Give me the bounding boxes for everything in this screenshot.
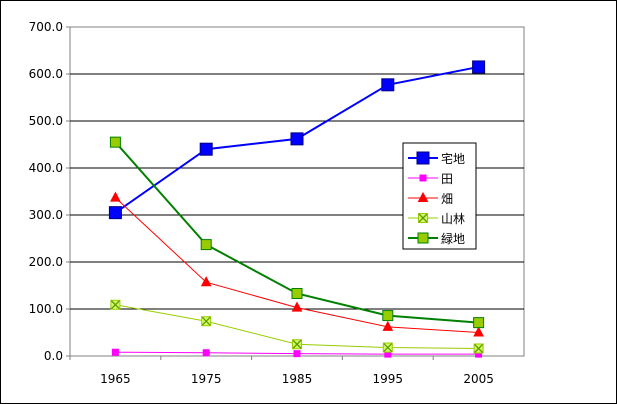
data-point	[109, 136, 121, 148]
y-tick-label: 700.0	[29, 20, 63, 34]
legend-label: 山林	[441, 212, 465, 226]
data-point	[290, 132, 304, 146]
data-point	[473, 317, 485, 329]
x-tick-label: 1985	[282, 372, 313, 386]
series	[108, 60, 486, 220]
legend-entry: 緑地	[408, 231, 465, 246]
legend-entry: 田	[408, 172, 453, 186]
data-point	[293, 350, 301, 358]
x-tick-label: 1995	[373, 372, 404, 386]
legend-entry: 畑	[408, 191, 453, 206]
data-point	[110, 191, 121, 202]
data-point	[382, 320, 394, 331]
data-point	[200, 239, 212, 251]
y-tick-label: 400.0	[29, 161, 63, 175]
data-point	[416, 151, 430, 165]
y-tick-label: 500.0	[29, 114, 63, 128]
data-point	[417, 232, 429, 244]
series-lines	[108, 60, 486, 358]
data-point	[202, 349, 210, 357]
data-point	[419, 174, 427, 182]
series	[110, 299, 484, 354]
data-point	[110, 299, 121, 310]
data-point	[417, 191, 429, 202]
series	[109, 136, 485, 329]
data-point	[199, 142, 213, 156]
legend-label: 宅地	[441, 151, 465, 166]
legend-label: 畑	[441, 192, 453, 206]
data-point	[201, 316, 212, 327]
legend-entry: 宅地	[408, 151, 465, 166]
legend-label: 緑地	[441, 231, 465, 246]
series	[111, 348, 483, 358]
data-point	[472, 60, 486, 74]
x-axis-tick-labels: 1965 1975 1985 1995 2005	[69, 356, 494, 386]
x-tick-label: 1965	[100, 372, 131, 386]
data-point	[473, 326, 484, 337]
x-tick-label: 2005	[463, 372, 494, 386]
data-point	[200, 276, 212, 287]
y-tick-label: 100.0	[29, 302, 63, 316]
data-point	[382, 342, 393, 353]
data-point	[291, 287, 303, 299]
x-tick-label: 1975	[191, 372, 222, 386]
data-point	[292, 339, 302, 350]
data-point	[381, 78, 395, 92]
y-axis-tick-labels: 0.0 100.0 200.0 300.0 400.0 500.0 600.0 700.0	[29, 20, 63, 363]
y-tick-label: 600.0	[29, 67, 63, 81]
data-point	[382, 310, 394, 322]
legend-box	[402, 142, 477, 250]
legend-entry: 山林	[408, 212, 465, 226]
data-point	[111, 348, 119, 356]
data-point	[473, 343, 484, 354]
legend-label: 田	[441, 172, 453, 186]
y-tick-label: 300.0	[29, 208, 63, 222]
series	[110, 191, 484, 337]
data-point	[291, 301, 303, 312]
data-point	[108, 206, 122, 220]
y-tick-label: 0.0	[44, 349, 63, 363]
data-point	[418, 213, 428, 223]
y-tick-label: 200.0	[29, 255, 63, 269]
